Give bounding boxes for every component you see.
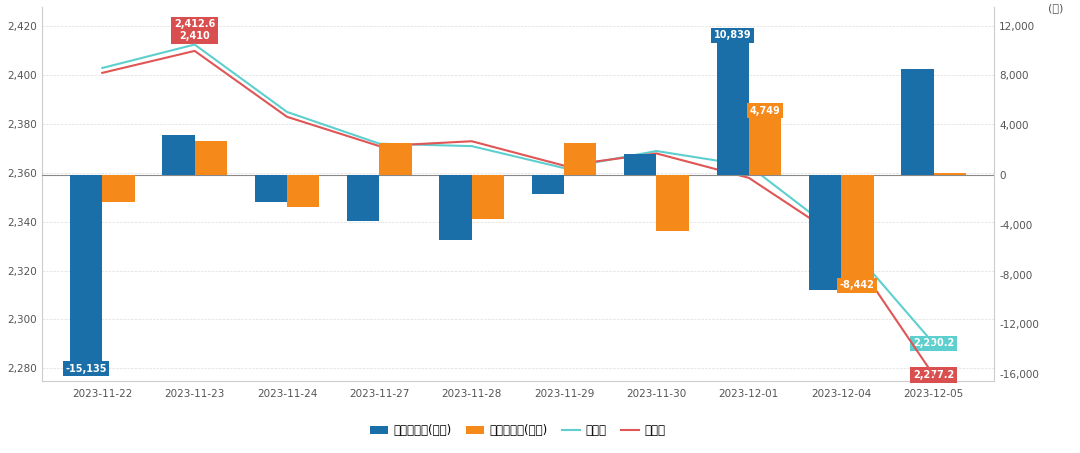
Bar bbox=[255, 175, 287, 202]
Bar bbox=[657, 175, 689, 231]
Text: 2,412.6
2,410: 2,412.6 2,410 bbox=[174, 19, 215, 41]
Bar bbox=[716, 40, 748, 175]
Bar bbox=[440, 175, 472, 240]
收盘价 bbox=[281, 114, 294, 120]
Text: 10,839: 10,839 bbox=[714, 30, 752, 40]
收盘价 bbox=[927, 372, 940, 378]
Legend: 成交量变化(右轴), 持仓量变化(右轴), 结算价, 收盘价: 成交量变化(右轴), 持仓量变化(右轴), 结算价, 收盘价 bbox=[365, 419, 671, 442]
结算价 bbox=[373, 141, 386, 146]
结算价 bbox=[188, 42, 201, 47]
收盘价 bbox=[373, 144, 386, 149]
收盘价 bbox=[188, 48, 201, 53]
Line: 结算价: 结算价 bbox=[103, 44, 933, 343]
结算价 bbox=[281, 109, 294, 115]
Text: 2,277.2: 2,277.2 bbox=[913, 370, 955, 380]
收盘价 bbox=[465, 139, 478, 144]
Bar bbox=[933, 173, 966, 175]
Bar bbox=[901, 69, 933, 175]
Text: -8,442: -8,442 bbox=[840, 280, 875, 290]
收盘价 bbox=[742, 175, 755, 181]
收盘价 bbox=[835, 236, 848, 241]
Y-axis label: (手): (手) bbox=[1048, 3, 1063, 13]
Bar bbox=[748, 116, 781, 175]
Bar bbox=[103, 175, 135, 202]
结算价 bbox=[835, 234, 848, 239]
Bar bbox=[347, 175, 379, 221]
结算价 bbox=[557, 165, 570, 171]
Bar bbox=[287, 175, 320, 207]
Bar bbox=[194, 141, 227, 175]
结算价 bbox=[465, 144, 478, 149]
结算价 bbox=[742, 163, 755, 169]
Text: 4,749: 4,749 bbox=[750, 106, 781, 116]
Text: 2,290.2: 2,290.2 bbox=[913, 338, 955, 348]
收盘价 bbox=[650, 151, 663, 156]
Line: 收盘价: 收盘价 bbox=[103, 51, 933, 375]
Bar bbox=[624, 154, 657, 175]
Bar bbox=[379, 143, 411, 175]
结算价 bbox=[96, 65, 109, 71]
结算价 bbox=[650, 148, 663, 154]
Bar bbox=[841, 175, 874, 280]
收盘价 bbox=[557, 163, 570, 169]
收盘价 bbox=[96, 70, 109, 76]
Bar bbox=[162, 135, 194, 175]
Bar bbox=[564, 143, 596, 175]
Bar bbox=[472, 175, 504, 219]
Text: -15,135: -15,135 bbox=[66, 363, 107, 374]
Bar bbox=[809, 175, 841, 289]
结算价 bbox=[927, 341, 940, 346]
Bar bbox=[70, 175, 103, 363]
Bar bbox=[531, 175, 564, 194]
